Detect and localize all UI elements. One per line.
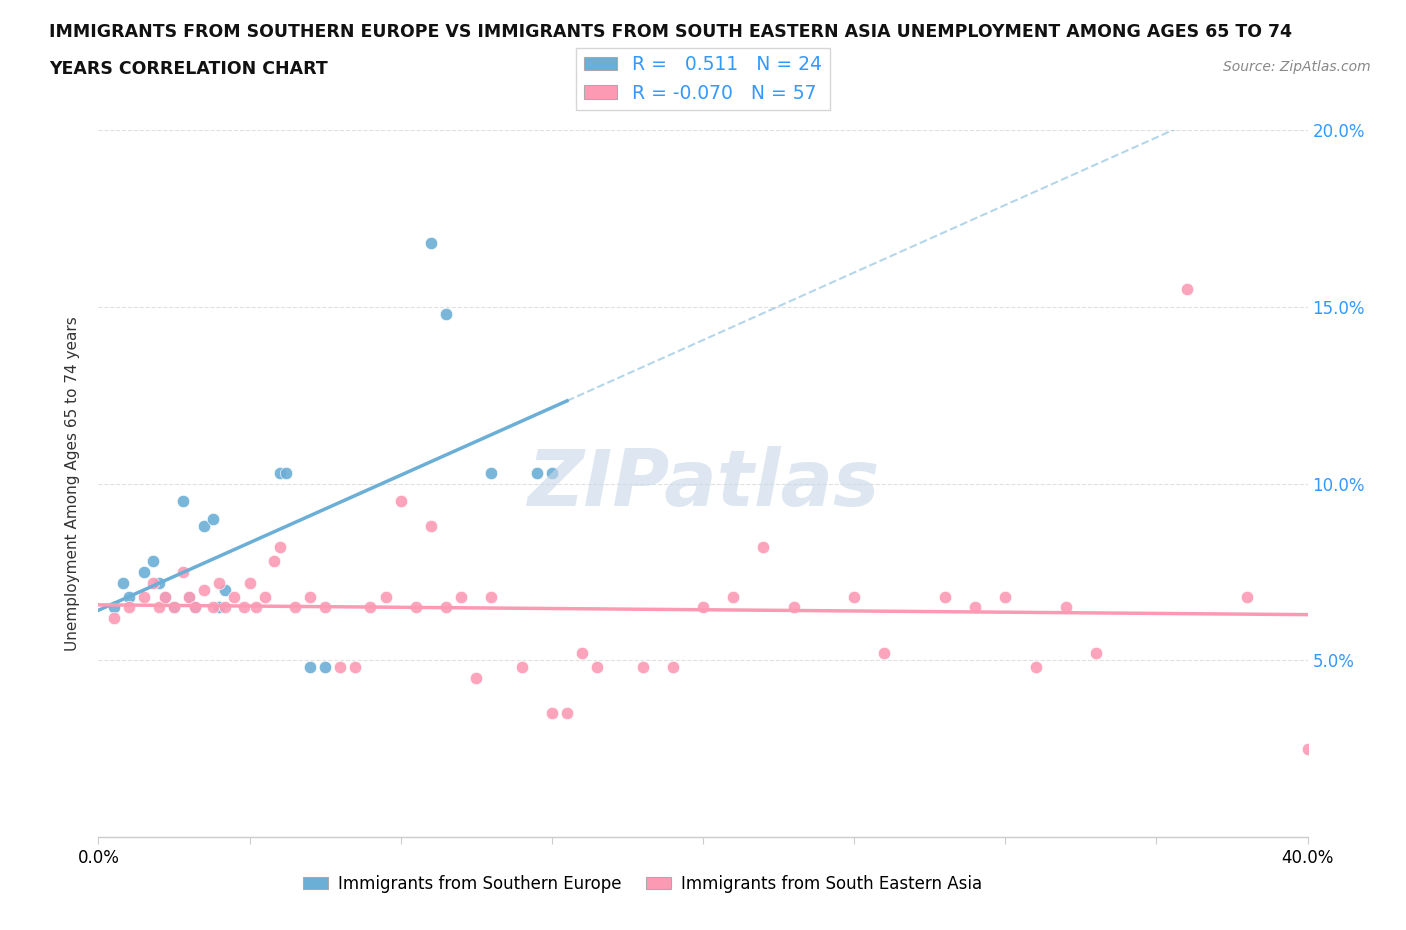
Point: [555, 706, 578, 721]
Point: [232, 600, 254, 615]
Point: [163, 600, 186, 615]
Y-axis label: Unemployment Among Ages 65 to 74 years: Unemployment Among Ages 65 to 74 years: [65, 316, 80, 651]
Text: IMMIGRANTS FROM SOUTHERN EUROPE VS IMMIGRANTS FROM SOUTH EASTERN ASIA UNEMPLOYME: IMMIGRANTS FROM SOUTHERN EUROPE VS IMMIG…: [49, 23, 1292, 41]
Point: [873, 645, 896, 660]
Point: [314, 660, 336, 675]
Point: [184, 600, 207, 615]
Point: [239, 575, 262, 590]
Point: [142, 575, 165, 590]
Point: [153, 590, 176, 604]
Point: [184, 600, 207, 615]
Point: [103, 610, 125, 625]
Text: ZIPatlas: ZIPatlas: [527, 445, 879, 522]
Point: [965, 600, 987, 615]
Point: [179, 590, 201, 604]
Point: [1296, 741, 1319, 756]
Point: [214, 600, 236, 615]
Point: [661, 660, 683, 675]
Point: [269, 466, 291, 481]
Point: [1024, 660, 1046, 675]
Point: [314, 600, 336, 615]
Point: [752, 539, 775, 554]
Point: [465, 671, 488, 685]
Point: [274, 466, 297, 481]
Point: [245, 600, 267, 615]
Point: [208, 600, 231, 615]
Point: [253, 590, 276, 604]
Point: [202, 600, 225, 615]
Point: [526, 466, 548, 481]
Point: [934, 590, 956, 604]
Point: [118, 600, 141, 615]
Point: [103, 600, 125, 615]
Point: [420, 236, 443, 251]
Point: [344, 660, 367, 675]
Point: [284, 600, 307, 615]
Point: [723, 590, 745, 604]
Point: [510, 660, 533, 675]
Point: [208, 575, 231, 590]
Point: [481, 466, 503, 481]
Point: [844, 590, 866, 604]
Point: [405, 600, 427, 615]
Text: Source: ZipAtlas.com: Source: ZipAtlas.com: [1223, 60, 1371, 74]
Point: [631, 660, 654, 675]
Point: [783, 600, 806, 615]
Point: [420, 519, 443, 534]
Point: [202, 512, 225, 526]
Point: [374, 590, 396, 604]
Point: [434, 307, 457, 322]
Point: [692, 600, 714, 615]
Point: [224, 590, 246, 604]
Point: [193, 519, 215, 534]
Point: [193, 582, 215, 597]
Point: [1175, 282, 1198, 297]
Point: [360, 600, 382, 615]
Point: [571, 645, 593, 660]
Point: [172, 565, 194, 579]
Point: [118, 590, 141, 604]
Point: [299, 660, 322, 675]
Point: [148, 575, 170, 590]
Point: [214, 582, 236, 597]
Point: [1054, 600, 1077, 615]
Point: [450, 590, 472, 604]
Point: [1085, 645, 1108, 660]
Point: [153, 590, 176, 604]
Point: [179, 590, 201, 604]
Point: [1236, 590, 1258, 604]
Point: [132, 590, 155, 604]
Point: [329, 660, 352, 675]
Point: [540, 466, 562, 481]
Text: YEARS CORRELATION CHART: YEARS CORRELATION CHART: [49, 60, 328, 78]
Point: [994, 590, 1017, 604]
Point: [269, 539, 291, 554]
Point: [163, 600, 186, 615]
Point: [540, 706, 562, 721]
Point: [299, 590, 322, 604]
Point: [586, 660, 609, 675]
Point: [389, 494, 412, 509]
Point: [132, 565, 155, 579]
Point: [148, 600, 170, 615]
Point: [172, 494, 194, 509]
Point: [142, 554, 165, 569]
Legend: Immigrants from Southern Europe, Immigrants from South Eastern Asia: Immigrants from Southern Europe, Immigra…: [297, 868, 988, 899]
Point: [434, 600, 457, 615]
Point: [111, 575, 134, 590]
Point: [263, 554, 285, 569]
Point: [481, 590, 503, 604]
